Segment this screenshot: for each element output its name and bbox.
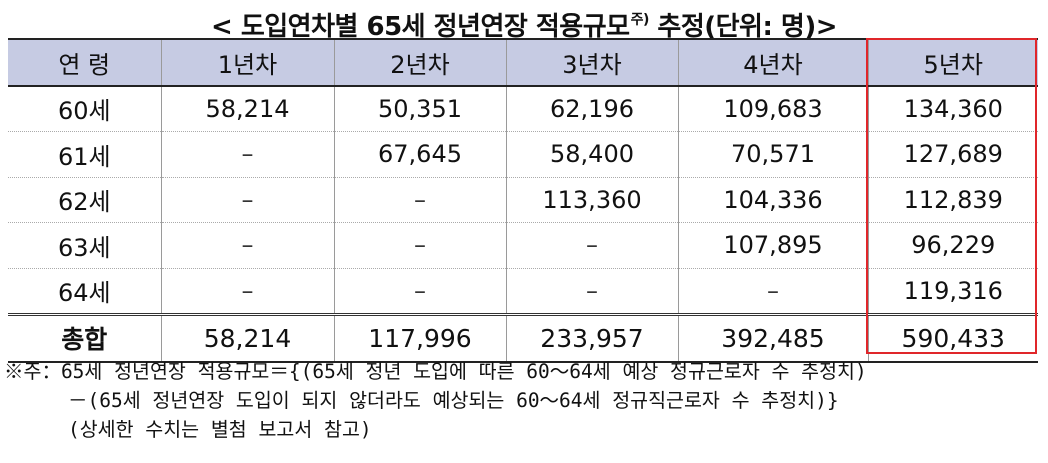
total-cell: 590,433	[867, 314, 1038, 363]
header-age: 연 령	[8, 38, 161, 87]
table-cell: 113,360	[505, 177, 678, 223]
table-cell: 112,839	[867, 177, 1038, 223]
table-cell: 58,400	[505, 131, 678, 178]
table-row: 60세 58,214 50,351 62,196 109,683 134,360	[8, 85, 1038, 132]
table-cell: –	[505, 268, 678, 316]
title-suffix: 추정(단위: 명)>	[648, 12, 837, 42]
table-cell: 62,196	[505, 85, 678, 132]
table-cell: –	[677, 268, 868, 316]
data-table: 연 령 1년차 2년차 3년차 4년차 5년차 60세 58,214 50,35…	[8, 38, 1038, 363]
footnote-line: ※주：65세 정년연장 적용규모＝{(65세 정년 도입에 따른 60～64세 …	[4, 360, 867, 383]
row-age: 64세	[8, 268, 161, 316]
table-cell: –	[160, 131, 334, 178]
title-footnote-mark: 주)	[630, 12, 650, 28]
table-row: 61세 – 67,645 58,400 70,571 127,689	[8, 131, 1038, 178]
table-cell: 127,689	[867, 131, 1038, 178]
header-row: 연 령 1년차 2년차 3년차 4년차 5년차	[8, 38, 1038, 87]
total-label: 총합	[8, 314, 161, 363]
total-cell: 58,214	[160, 314, 334, 363]
row-age: 63세	[8, 222, 161, 269]
header-year-4: 4년차	[677, 38, 868, 87]
total-cell: 392,485	[677, 314, 868, 363]
table-cell: –	[333, 177, 506, 223]
table-row: 63세 – – – 107,895 96,229	[8, 222, 1038, 269]
table-cell: –	[160, 268, 334, 316]
table-cell: –	[160, 177, 334, 223]
table-cell: –	[333, 222, 506, 269]
header-year-5: 5년차	[867, 38, 1038, 87]
table-cell: –	[505, 222, 678, 269]
table-cell: 50,351	[333, 85, 506, 132]
table-cell: –	[333, 268, 506, 316]
table-cell: 58,214	[160, 85, 334, 132]
table-title: < 도입연차별 65세 정년연장 적용규모주) 추정(단위: 명)>	[0, 0, 1048, 42]
table-cell: 109,683	[677, 85, 868, 132]
table-cell: –	[160, 222, 334, 269]
row-age: 60세	[8, 85, 161, 132]
footnote-line: (상세한 수치는 별첨 보고서 참고)	[68, 418, 372, 441]
row-age: 61세	[8, 131, 161, 178]
table-cell: 96,229	[867, 222, 1038, 269]
table-cell: 134,360	[867, 85, 1038, 132]
table-cell: 67,645	[333, 131, 506, 178]
table-cell: 104,336	[677, 177, 868, 223]
table-cell: 119,316	[867, 268, 1038, 316]
row-age: 62세	[8, 177, 161, 223]
table-cell: 70,571	[677, 131, 868, 178]
table-cell: 107,895	[677, 222, 868, 269]
table-row: 62세 – – 113,360 104,336 112,839	[8, 177, 1038, 223]
header-year-1: 1년차	[160, 38, 334, 87]
total-cell: 117,996	[333, 314, 506, 363]
total-cell: 233,957	[505, 314, 678, 363]
title-text: < 도입연차별 65세 정년연장 적용규모	[211, 12, 630, 42]
footnotes: ※주：65세 정년연장 적용규모＝{(65세 정년 도입에 따른 60～64세 …	[0, 357, 1048, 444]
header-year-2: 2년차	[333, 38, 506, 87]
table-row: 64세 – – – – 119,316	[8, 268, 1038, 316]
total-row: 총합 58,214 117,996 233,957 392,485 590,43…	[8, 314, 1038, 363]
header-year-3: 3년차	[505, 38, 678, 87]
footnote-line: －(65세 정년연장 도입이 되지 않더라도 예상되는 60～64세 정규직근로…	[68, 389, 839, 412]
